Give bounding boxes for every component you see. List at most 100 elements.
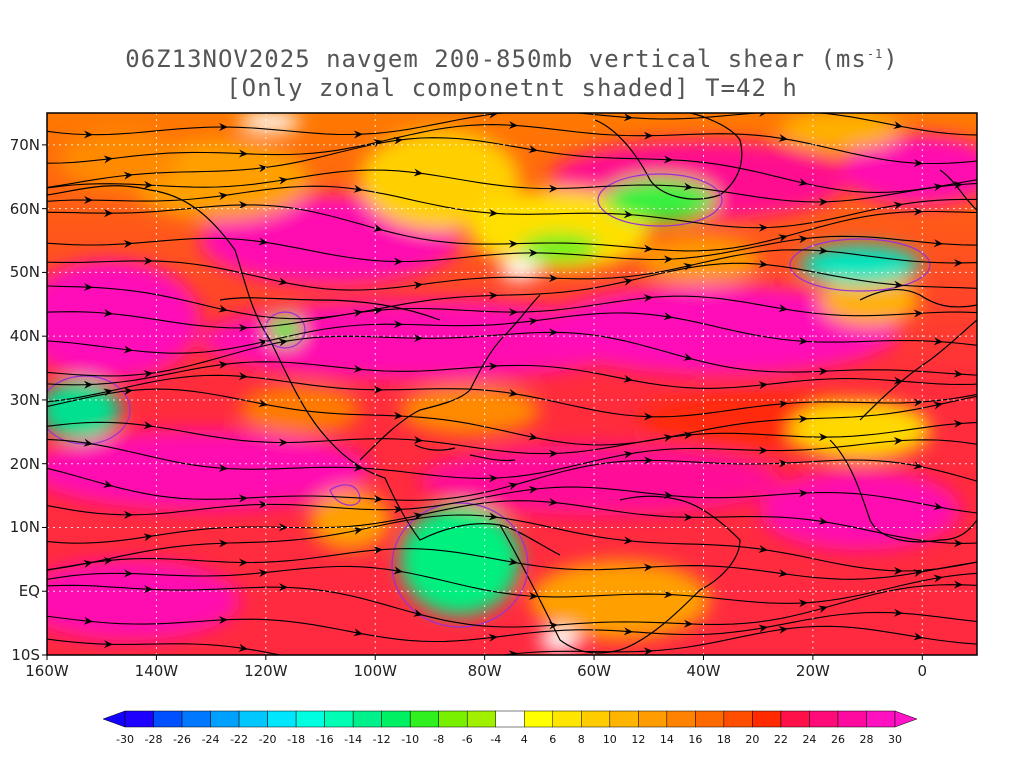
streamline-arrow (913, 398, 923, 407)
streamline-arrow (83, 438, 93, 447)
colorbar-tick-label: -18 (287, 733, 306, 746)
streamline-arrow (953, 419, 963, 428)
streamline-arrow (393, 411, 403, 420)
streamline-arrow (893, 437, 903, 446)
lon-label: 20W (795, 662, 830, 680)
streamline-arrow (488, 362, 498, 371)
axis-ticks (42, 144, 923, 660)
streamline-arrow (778, 569, 788, 578)
streamline-arrow (818, 367, 828, 376)
streamline-arrow (83, 196, 93, 205)
streamline-arrow (643, 131, 653, 140)
streamline-arrow (353, 309, 363, 318)
colorbar-tick-label: 8 (577, 733, 585, 746)
streamline (47, 374, 977, 418)
colorbar-high-triangle (894, 710, 918, 728)
colorbar-bin (866, 710, 896, 728)
streamline-arrow (683, 262, 693, 271)
streamline-arrow (353, 364, 363, 373)
streamline-arrow (758, 624, 768, 633)
streamline-arrow (548, 497, 558, 506)
streamline-arrow (373, 385, 383, 394)
streamline-arrow (488, 633, 498, 642)
streamline-arrow (623, 210, 633, 219)
lat-label: 10N (9, 518, 40, 537)
streamline-arrow (143, 256, 153, 265)
streamline-arrow (103, 309, 113, 317)
streamline-arrow (353, 130, 363, 139)
streamline-arrow (143, 370, 153, 379)
colorbar-bin (666, 710, 696, 728)
streamline-arrow (778, 400, 788, 409)
streamline-arrow (913, 461, 923, 470)
streamline-arrow (353, 463, 363, 472)
colorbar-bin (609, 710, 639, 728)
streamline-arrow (623, 627, 633, 636)
streamline (47, 137, 977, 193)
colorbar-bin (210, 710, 240, 728)
streamline-arrow (508, 557, 518, 566)
streamline-arrow (913, 309, 923, 318)
streamline-arrow (373, 494, 383, 503)
lat-label: 10S (11, 646, 40, 664)
colorbar-bin (352, 710, 382, 728)
streamline-arrow (643, 456, 653, 465)
streamline (47, 486, 977, 516)
colorbar-bin (552, 710, 582, 728)
streamline-arrow (933, 502, 943, 511)
colorbar-tick-label: -26 (173, 733, 192, 746)
streamline-arrow (143, 421, 153, 430)
streamline-arrow (798, 178, 808, 186)
streamline-arrow (83, 616, 93, 625)
streamline-arrow (528, 591, 538, 600)
lat-label: 30N (9, 390, 40, 409)
colorbar-bin (466, 710, 496, 728)
streamline-arrow (123, 510, 133, 519)
streamline-arrow (238, 643, 248, 652)
streamline-arrow (758, 381, 768, 390)
streamline-arrow (623, 113, 633, 122)
streamline-arrow (778, 133, 788, 142)
colorbar-tick-label: -8 (433, 733, 445, 746)
streamline-arrow (373, 546, 383, 555)
colorbar-tick-label: 12 (631, 733, 646, 746)
streamline-arrow (953, 181, 963, 190)
lon-label: 160W (25, 662, 69, 680)
streamline-arrow (953, 258, 963, 267)
streamline-arrow (548, 449, 558, 458)
streamline-arrow (953, 539, 963, 548)
map-frame (46, 112, 978, 656)
streamline-arrow (83, 130, 93, 139)
streamline-arrow (623, 374, 633, 383)
streamline-arrow (258, 500, 268, 509)
streamline-arrow (818, 517, 828, 525)
colorbar-tick-label: 28 (859, 733, 874, 746)
streamline-arrow (818, 197, 828, 206)
streamline-arrow (663, 312, 673, 321)
streamline (47, 204, 977, 252)
streamlines (47, 113, 977, 655)
streamline-arrow (913, 159, 923, 168)
streamline-arrow (103, 556, 113, 565)
streamline-arrow (933, 337, 943, 346)
colorbar-bin (238, 710, 268, 728)
streamline-arrow (893, 608, 903, 617)
streamline-arrow (258, 338, 268, 347)
streamline-arrow (643, 563, 653, 572)
streamline-arrow (508, 121, 518, 130)
streamline-arrow (218, 616, 228, 625)
streamline-arrow (893, 121, 903, 129)
streamline (47, 235, 977, 263)
streamline-arrow (353, 184, 363, 193)
streamline-arrow (373, 224, 383, 232)
colorbar-tick-label: 20 (745, 733, 760, 746)
streamline-arrow (218, 539, 228, 548)
colorbar-tick-label: 4 (520, 733, 528, 746)
streamline-arrow (413, 168, 423, 177)
streamline-arrow (548, 184, 558, 193)
streamline-arrow (218, 192, 228, 201)
colorbar-bin (409, 710, 439, 728)
streamline-arrow (413, 281, 423, 290)
colorbar-tick-label: 6 (549, 733, 557, 746)
streamline-arrow (778, 625, 788, 634)
